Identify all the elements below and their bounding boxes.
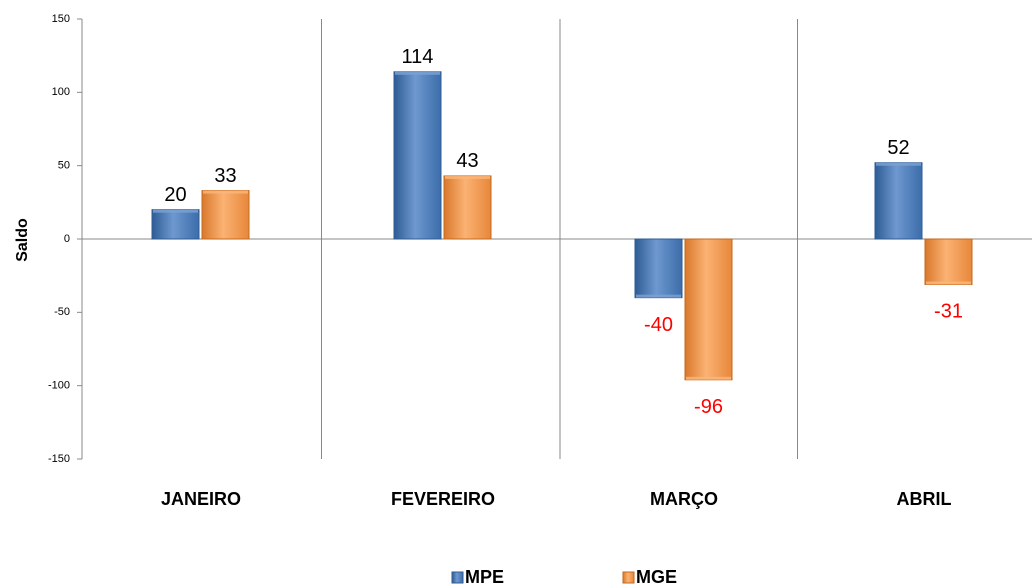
y-tick-label: -150 (48, 453, 70, 465)
bar-bevel (445, 175, 490, 179)
data-label: -31 (934, 301, 963, 323)
data-label: -40 (644, 314, 673, 336)
y-tick-label: 50 (58, 160, 70, 172)
legend-label-mge: MGE (636, 567, 677, 585)
bar-mpe (634, 238, 683, 299)
data-label: 114 (402, 46, 434, 68)
bar-bevel (153, 209, 198, 213)
bar-bevel (203, 190, 248, 194)
bar-mpe (151, 209, 200, 240)
x-tick-label: FEVEREIRO (391, 489, 495, 509)
bar-bevel (926, 281, 971, 285)
bar-bevel (636, 294, 681, 298)
data-label: 33 (214, 165, 236, 187)
legend-label-mpe: MPE (465, 567, 504, 585)
x-tick-label: ABRIL (897, 489, 952, 509)
bar-mpe (874, 162, 923, 240)
data-label: 43 (456, 150, 478, 172)
bar-mpe (393, 71, 442, 240)
data-label: 52 (887, 137, 909, 159)
y-tick-label: -50 (54, 306, 70, 318)
bar-mge (684, 238, 733, 381)
y-axis-label: Saldo (14, 218, 31, 262)
legend-swatch-mpe (451, 571, 464, 584)
x-tick-label: JANEIRO (161, 489, 241, 509)
bar-bevel (876, 162, 921, 166)
data-label: -96 (694, 396, 723, 418)
bar-bevel (686, 376, 731, 380)
y-tick-label: 0 (64, 233, 70, 245)
x-tick-label: MARÇO (650, 489, 718, 509)
data-labels: 20 114 -40 52 33 43 -96 -31 (164, 46, 963, 418)
legend: MPE MGE (451, 567, 677, 585)
y-tick-label: -100 (48, 380, 70, 392)
bars (151, 71, 973, 381)
bar-mge (201, 190, 250, 240)
axes: 150 100 50 0 -50 -100 -150 JANEIRO FEVEREIRO MARÇ… (48, 13, 1032, 509)
bar-mge (924, 238, 973, 285)
y-tick-label: 150 (52, 13, 70, 25)
legend-swatch-mge (622, 571, 635, 584)
data-label: 20 (164, 184, 186, 206)
bar-mge (443, 175, 492, 240)
y-tick-label: 100 (52, 86, 70, 98)
bar-bevel (395, 71, 440, 75)
